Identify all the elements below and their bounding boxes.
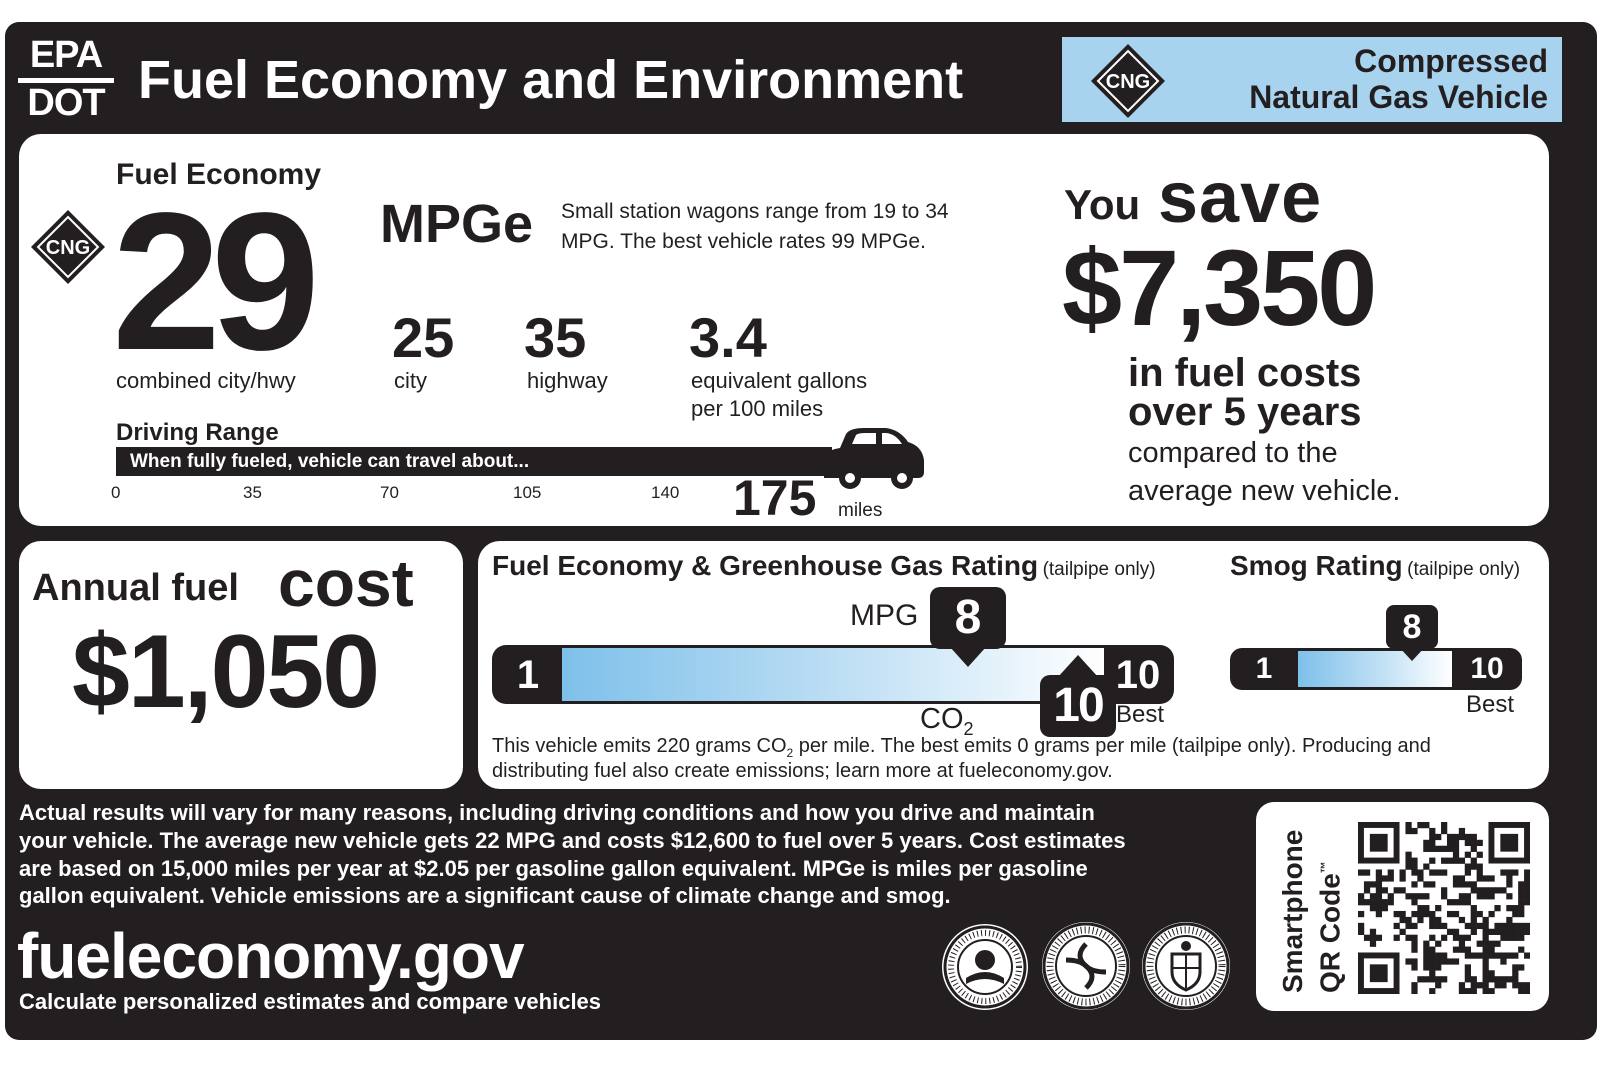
car-icon <box>824 428 924 489</box>
epa-dot-logo: EPA DOT <box>16 36 116 122</box>
qr-label-line1: Smartphone <box>1277 829 1308 993</box>
smog-title-text: Smog Rating <box>1230 550 1403 581</box>
savings-save: save <box>1158 158 1323 238</box>
fuel-type-line2: Natural Gas Vehicle <box>1249 79 1548 115</box>
smog-scale-gradient <box>1298 651 1452 687</box>
cng-badge-icon: CNG <box>31 210 105 284</box>
driving-range-value: 175 <box>733 470 817 526</box>
savings-amount: $7,350 <box>1062 227 1377 348</box>
mpg-marker-rating: 8 <box>954 591 982 644</box>
ghg-note-line1: This vehicle emits 220 grams CO2 per mil… <box>492 733 1431 766</box>
annual-cost-word: cost <box>278 546 414 620</box>
ghg-rating-title: Fuel Economy & Greenhouse Gas Rating (ta… <box>492 550 1156 582</box>
ghg-note-line2: distributing fuel also create emissions;… <box>492 760 1113 782</box>
doe-seal-icon <box>1142 922 1230 1010</box>
co2-marker-box <box>1040 675 1116 737</box>
cng-badge-header-icon: CNG <box>1091 44 1165 118</box>
smog-qualifier: (tailpipe only) <box>1407 559 1521 580</box>
co2-marker-label: CO2 <box>920 702 974 746</box>
driving-range-unit: miles <box>838 500 883 521</box>
fuel-type-line1: Compressed <box>1354 43 1548 79</box>
class-range-note: Small station wagons range from 19 to 34… <box>561 200 949 253</box>
ghg-qualifier: (tailpipe only) <box>1042 559 1156 580</box>
gallons-per-100-value: 3.4 <box>689 306 767 369</box>
qr-label: Smartphone QR Code™ <box>1277 830 1346 993</box>
smog-scale-max: 10 <box>1470 652 1504 685</box>
co2-marker-pointer <box>1058 655 1098 677</box>
savings-line1: in fuel costs <box>1128 351 1362 395</box>
fueleconomy-site-link[interactable]: fueleconomy.gov <box>17 920 525 992</box>
epa-text: EPA <box>29 34 103 76</box>
highway-mpg-value: 35 <box>524 306 587 369</box>
disclaimer-line4: gallon equivalent. Vehicle emissions are… <box>19 883 951 908</box>
city-mpg-value: 25 <box>392 306 455 369</box>
disclaimer-line1: Actual results will vary for many reason… <box>19 800 1095 825</box>
savings-line4: average new vehicle. <box>1128 475 1401 507</box>
label-title: Fuel Economy and Environment <box>138 50 964 110</box>
ghg-scale-min: 1 <box>516 653 540 697</box>
ghg-best-label: Best <box>1116 701 1165 728</box>
range-tick-105: 105 <box>513 483 542 502</box>
range-tick-140: 140 <box>651 483 680 502</box>
mpge-unit: MPGe <box>380 194 534 254</box>
gallons-label-2: per 100 miles <box>691 396 824 421</box>
range-tick-35: 35 <box>243 483 262 502</box>
logo-divider <box>18 78 114 83</box>
mpg-marker-box <box>930 587 1006 649</box>
savings-line3: compared to the <box>1128 437 1338 469</box>
mpg-marker-label: MPG <box>850 599 919 632</box>
footer-tagline: Calculate personalized estimates and com… <box>19 989 602 1014</box>
qr-code-icon[interactable] <box>1358 822 1530 994</box>
epa-seal-icon <box>942 924 1028 1010</box>
annual-fuel-label: Annual fuel <box>32 567 239 609</box>
ghg-scale-max: 10 <box>1115 653 1161 697</box>
qr-label-line2: QR Code™ <box>1309 830 1346 993</box>
driving-range-bar-text: When fully fueled, vehicle can travel ab… <box>130 451 530 472</box>
smog-marker-box <box>1386 605 1438 649</box>
smog-scale-min: 1 <box>1255 652 1273 685</box>
range-tick-70: 70 <box>380 483 399 502</box>
annual-fuel-cost-panel <box>19 541 463 789</box>
fuel-economy-heading: Fuel Economy <box>116 158 322 191</box>
smog-marker-pointer <box>1399 647 1425 661</box>
qr-trademark: ™ <box>1318 861 1332 874</box>
smog-rating-title: Smog Rating (tailpipe only) <box>1230 550 1520 582</box>
range-tick-0: 0 <box>111 483 121 502</box>
dot-seal-icon <box>1042 922 1130 1010</box>
ghg-note-a: This vehicle emits 220 grams CO <box>492 735 787 757</box>
smog-best-label: Best <box>1466 691 1515 718</box>
savings-line2: over 5 years <box>1128 390 1362 434</box>
cng-badge-header-text: CNG <box>1106 71 1150 93</box>
gallons-label-1: equivalent gallons <box>691 368 868 393</box>
driving-range-bar <box>116 447 832 476</box>
combined-label: combined city/hwy <box>116 368 296 393</box>
co2-label: CO <box>920 703 964 735</box>
savings-you: You <box>1064 181 1141 228</box>
city-label: city <box>394 368 427 393</box>
qr-label-text: QR Code <box>1314 873 1346 993</box>
co2-label-subscript: 2 <box>963 718 974 739</box>
disclaimer-line2: your vehicle. The average new vehicle ge… <box>19 828 1126 853</box>
dot-text: DOT <box>27 82 105 124</box>
highway-label: highway <box>527 368 608 393</box>
ghg-note-subscript: 2 <box>786 746 794 760</box>
annual-fuel-cost-amount: $1,050 <box>72 614 380 730</box>
cng-badge-text: CNG <box>46 237 90 259</box>
disclaimer-line3: are based on 15,000 miles per year at $2… <box>19 856 1088 881</box>
ghg-title-text: Fuel Economy & Greenhouse Gas Rating <box>492 550 1039 581</box>
combined-mpge-value: 29 <box>112 172 320 391</box>
co2-marker-rating: 10 <box>1053 679 1104 732</box>
mpg-marker-pointer <box>950 647 986 667</box>
driving-range-heading: Driving Range <box>116 419 279 446</box>
ghg-note-b: per mile. The best emits 0 grams per mil… <box>793 735 1431 757</box>
smog-marker-rating: 8 <box>1402 608 1422 646</box>
ghg-scale-gradient <box>562 648 1104 701</box>
